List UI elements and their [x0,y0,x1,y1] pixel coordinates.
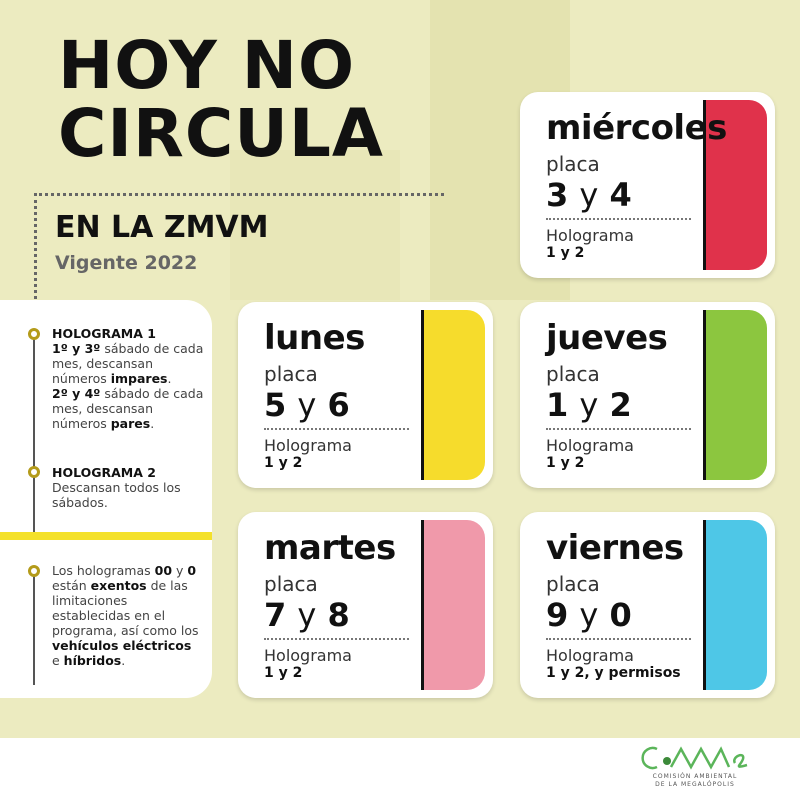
footer [0,738,800,803]
hologram-value: 1 y 2 [264,455,303,471]
hologram-label: Holograma [546,436,634,455]
logo-subtitle: COMISIÓN AMBIENTAL [652,773,738,780]
color-strip [421,520,485,690]
timeline-dot [28,466,40,478]
divider [264,428,409,430]
timeline-dot [28,565,40,577]
info-panel [0,300,212,698]
hologram-label: Holograma [546,646,634,665]
hologram-value: 1 y 2 [546,455,585,471]
hologram-value: 1 y 2 [546,245,585,261]
plate-numbers: 1 y 2 [546,386,632,424]
day-card-0: miércoles placa 3 y 4 Holograma 1 y 2 [520,92,775,278]
title-line-2: CIRCULA [58,95,384,172]
day-card-3: martes placa 7 y 8 Holograma 1 y 2 [238,512,493,698]
page-title: HOY NO CIRCULA [58,32,384,168]
plate-numbers: 7 y 8 [264,596,350,634]
placa-label: placa [546,152,600,176]
hologram-value: 1 y 2, y permisos [546,665,681,681]
background-building [230,150,400,300]
divider [34,193,444,196]
plate-numbers: 3 y 4 [546,176,632,214]
zone-heading: EN LA ZMVM [55,210,269,245]
divider [264,638,409,640]
timeline-line [33,332,35,532]
came-logo-icon [641,746,748,770]
day-name: lunes [264,318,365,358]
plate-numbers: 5 y 6 [264,386,350,424]
color-strip [703,520,767,690]
plate-numbers: 9 y 0 [546,596,632,634]
timeline-line [33,570,35,685]
day-name: viernes [546,528,684,568]
hologram-value: 1 y 2 [264,665,303,681]
hologram-label: Holograma [546,226,634,245]
hologram-label: Holograma [264,436,352,455]
day-card-1: lunes placa 5 y 6 Holograma 1 y 2 [238,302,493,488]
placa-label: placa [546,572,600,596]
divider [546,638,691,640]
color-strip [703,100,767,270]
came-logo: COMISIÓN AMBIENTAL DE LA MEGALÓPOLIS [630,743,760,789]
day-name: martes [264,528,396,568]
hologram-label: Holograma [264,646,352,665]
day-card-4: viernes placa 9 y 0 Holograma 1 y 2, y p… [520,512,775,698]
yellow-divider [0,532,212,540]
hologram-2-note: HOLOGRAMA 2 Descansan todos los sábados. [52,465,181,510]
placa-label: placa [264,362,318,386]
day-name: miércoles [546,108,727,148]
color-strip [421,310,485,480]
placa-label: placa [264,572,318,596]
color-strip [703,310,767,480]
validity-label: Vigente 2022 [55,252,198,274]
divider [34,193,37,323]
title-line-1: HOY NO [58,27,356,104]
timeline-dot [28,328,40,340]
day-name: jueves [546,318,668,358]
logo-subtitle: DE LA MEGALÓPOLIS [655,781,735,788]
hologram-1-note: HOLOGRAMA 1 1º y 3º sábado de cada mes, … [52,326,204,431]
placa-label: placa [546,362,600,386]
divider [546,428,691,430]
divider [546,218,691,220]
exemptions-note: Los hologramas 00 y 0 están exentos de l… [52,563,199,668]
day-card-2: jueves placa 1 y 2 Holograma 1 y 2 [520,302,775,488]
